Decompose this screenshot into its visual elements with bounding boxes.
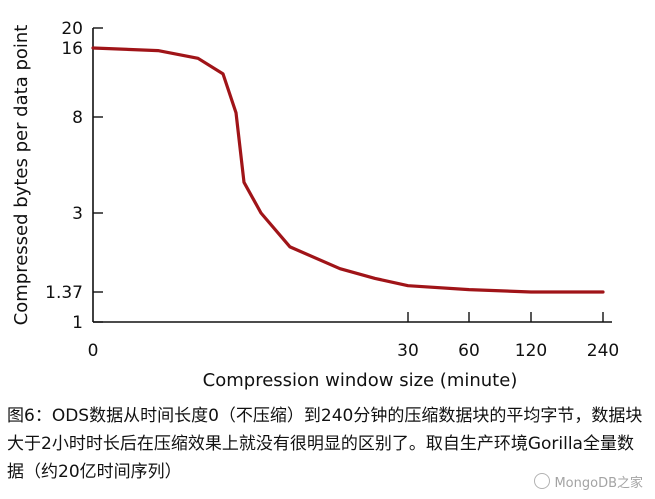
y-tick-label: 1: [72, 313, 83, 333]
y-tick-label: 3: [72, 204, 83, 224]
x-tick-label: 30: [397, 341, 419, 361]
series-line: [91, 46, 605, 294]
x-axis-ticks: 0 30 60 120 240: [88, 312, 619, 361]
wechat-icon: [534, 473, 551, 489]
watermark: MongoDB之家: [534, 472, 643, 491]
figure-caption: 图6：ODS数据从时间长度0（不压缩）到240分钟的压缩数据块的平均字节，数据块…: [7, 406, 643, 482]
y-tick-label: 20: [61, 19, 83, 39]
y-axis-title: Compressed bytes per data point: [11, 25, 32, 326]
x-axis-title: Compression window size (minute): [203, 370, 518, 391]
y-tick-label: 8: [72, 108, 83, 128]
watermark-text: MongoDB之家: [554, 476, 643, 491]
x-tick-label: 120: [515, 341, 547, 361]
x-tick-label: 0: [88, 341, 99, 361]
x-tick-label: 60: [458, 341, 480, 361]
x-tick-label: 240: [587, 341, 619, 361]
y-tick-label: 16: [61, 39, 83, 59]
y-tick-label: 1.37: [45, 283, 83, 303]
axes: [92, 28, 612, 323]
